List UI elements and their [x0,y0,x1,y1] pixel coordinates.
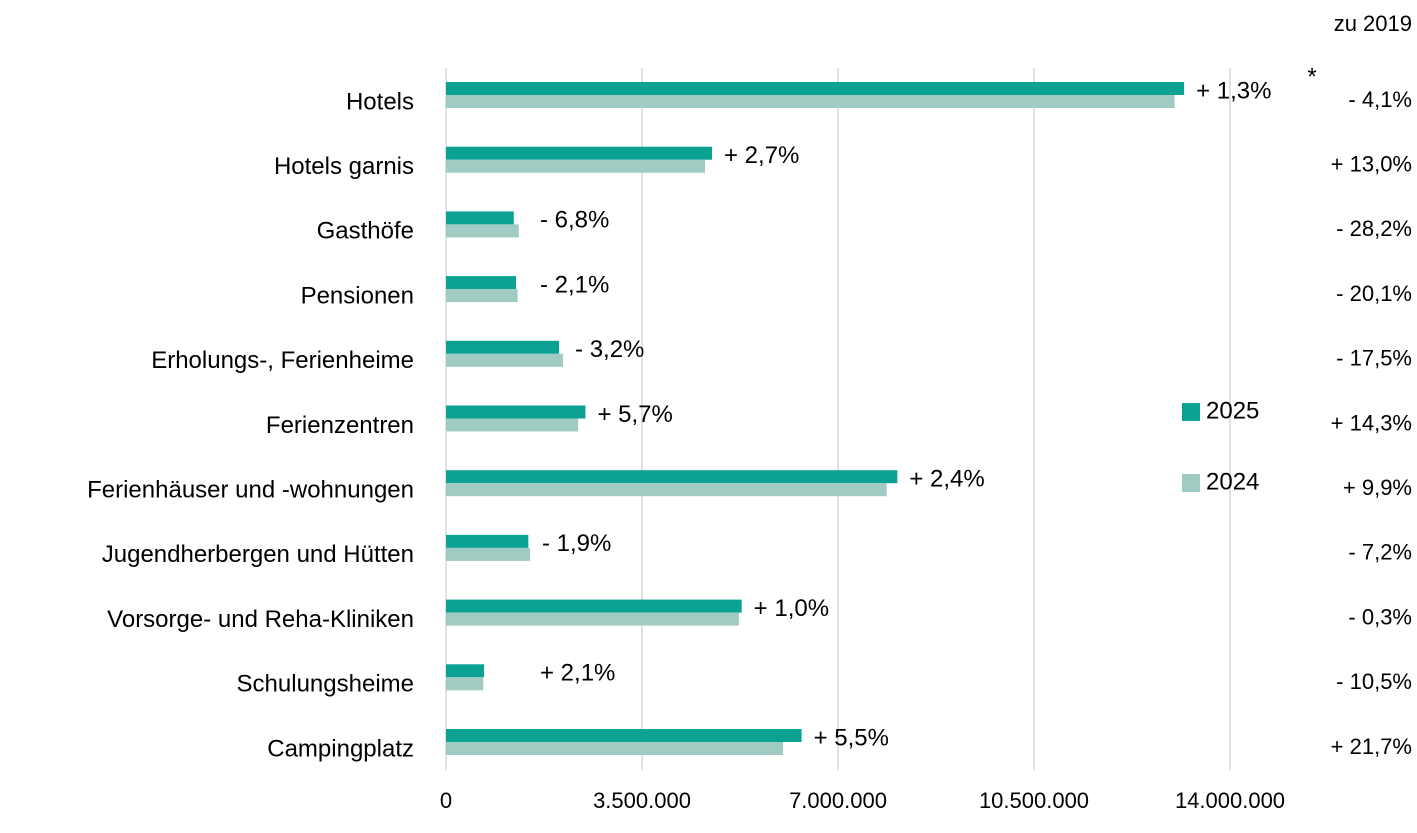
x-tick-label: 10.500.000 [979,788,1089,813]
x-tick-label: 3.500.000 [593,788,691,813]
change-2019-label: - 7,2% [1348,540,1412,565]
x-tick-label: 14.000.000 [1175,788,1285,813]
bar [446,353,564,367]
change-2019-label: - 0,3% [1348,604,1412,629]
legend-swatch [1182,403,1200,421]
legend-label: 2025 [1206,397,1259,424]
bar [446,547,530,561]
legend-label: 2024 [1206,468,1259,495]
change-label: + 2,1% [540,660,615,687]
bar [446,276,516,290]
change-label: + 2,4% [909,466,984,493]
y-tick-label: Hotels garnis [274,153,414,180]
bar [446,146,712,160]
bar [446,211,514,225]
y-tick-label: Jugendherbergen und Hütten [102,541,414,568]
change-2019-label: + 14,3% [1331,410,1412,435]
bar [446,224,519,238]
bar [446,612,739,626]
change-label: - 3,2% [575,336,644,363]
change-2019-label: + 9,9% [1343,475,1412,500]
change-2019-label: - 20,1% [1336,281,1412,306]
y-tick-label: Ferienzentren [266,412,414,439]
bar [446,742,784,755]
bar [446,340,560,354]
y-tick-label: Hotels [346,88,414,115]
y-tick-label: Campingplatz [267,735,414,762]
y-tick-label: Pensionen [301,282,414,309]
bar [446,677,484,691]
column-title: zu 2019 [1334,11,1412,36]
y-tick-label: Vorsorge- und Reha-Kliniken [107,606,414,633]
bar [446,483,887,497]
x-tick-label: 7.000.000 [789,788,887,813]
change-label: - 1,9% [542,530,611,557]
y-tick-label: Erholungs-, Ferienheime [151,347,414,374]
bar [446,418,579,432]
bar [446,159,705,173]
y-tick-label: Ferienhäuser und -wohnungen [87,477,414,504]
change-label: + 5,5% [814,724,889,751]
bar [446,534,529,548]
bar [446,470,898,484]
y-tick-label: Schulungsheime [237,671,414,698]
change-label: - 6,8% [540,207,609,234]
change-label: + 2,7% [724,142,799,169]
change-label: + 1,0% [754,595,829,622]
annotation: * [1307,63,1316,90]
change-2019-label: - 4,1% [1348,87,1412,112]
change-label: + 5,7% [597,401,672,428]
bar [446,95,1175,108]
change-2019-label: - 28,2% [1336,216,1412,241]
bar [446,664,485,678]
change-2019-label: - 17,5% [1336,346,1412,371]
change-2019-label: + 13,0% [1331,152,1412,177]
bar [446,82,1185,95]
bar [446,405,586,419]
change-label: - 2,1% [540,271,609,298]
legend-swatch [1182,474,1200,492]
change-2019-label: - 10,5% [1336,669,1412,694]
change-label: + 1,3% [1196,77,1271,104]
y-tick-label: Gasthöfe [317,218,414,245]
change-2019-label: + 21,7% [1331,734,1412,759]
bar [446,729,802,742]
bar [446,599,742,613]
x-tick-label: 0 [440,788,452,813]
bar [446,289,518,303]
